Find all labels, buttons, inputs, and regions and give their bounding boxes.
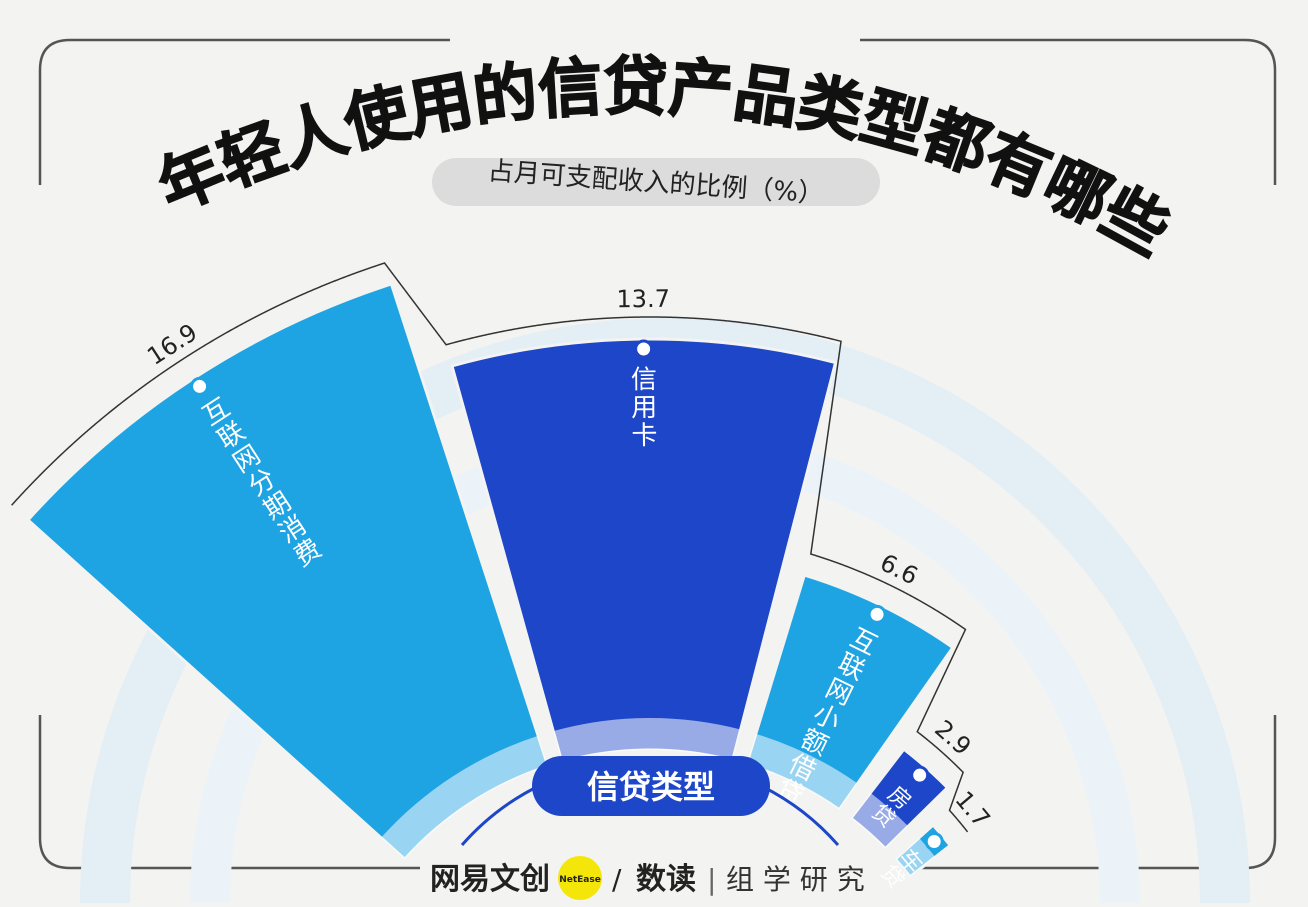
bar-1 (26, 282, 550, 861)
footer-slash: / (612, 863, 622, 896)
bar-base-band-2 (553, 718, 741, 763)
bar-base-band-5 (895, 837, 936, 877)
footer-brand: 网易文创 (430, 862, 550, 897)
center-label-pill (532, 756, 770, 816)
value-label-2: 13.7 (616, 285, 670, 313)
bars-layer (26, 282, 955, 879)
netease-badge-circle (558, 856, 602, 900)
center-label: 信贷类型 (587, 768, 715, 806)
value-marker-2 (634, 339, 654, 359)
subtitle-pill (432, 158, 880, 206)
bar-base-band-1 (380, 735, 549, 860)
svg-text:信: 信 (631, 365, 657, 395)
category-label-2: 信用卡 (631, 365, 658, 451)
value-marker-1 (190, 376, 210, 396)
scale-arc (11, 262, 969, 833)
value-marker-3 (867, 604, 887, 624)
footer-divider: | (707, 863, 716, 896)
value-label-4: 2.9 (929, 715, 976, 761)
value-marker-5 (924, 832, 944, 852)
value-marker-4 (910, 765, 930, 785)
bar-base-band-4 (850, 792, 909, 849)
value-label-3: 6.6 (876, 549, 923, 591)
svg-text:用: 用 (631, 393, 657, 423)
value-label-1: 16.9 (142, 318, 202, 371)
footer-org: 组 学 研 究 (726, 863, 865, 896)
netease-badge-text: NetEase (559, 875, 601, 885)
footer: 网易文创 NetEase / 数读 | 组 学 研 究 (430, 856, 865, 900)
footer-section: 数读 (636, 862, 696, 897)
bar-base-band-3 (746, 733, 858, 810)
svg-text:卡: 卡 (631, 421, 657, 451)
